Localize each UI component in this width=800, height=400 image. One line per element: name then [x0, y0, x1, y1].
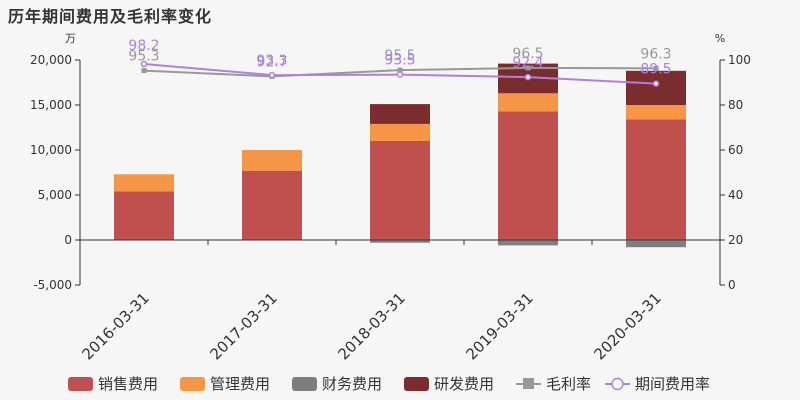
right-unit-label: %: [715, 32, 725, 45]
y-right-tick-label: 100: [728, 53, 751, 67]
y-right-tick-label: 0: [728, 278, 736, 292]
data-label-毛利率: 95.5: [384, 48, 415, 64]
y-left-tick-label: 20,000: [30, 53, 72, 67]
y-left-tick-label: 15,000: [30, 98, 72, 112]
data-label-期间费用率: 93.3: [256, 53, 287, 69]
y-right-tick-label: 40: [728, 188, 743, 202]
data-label-毛利率: 96.5: [512, 46, 543, 62]
point-期间费用率: [268, 71, 276, 79]
data-label-期间费用率: 98.2: [128, 38, 159, 54]
bar-管理费用: [626, 105, 686, 120]
point-毛利率: [653, 65, 659, 71]
bar-管理费用: [242, 150, 302, 171]
bar-销售费用: [498, 111, 558, 240]
point-期间费用率: [652, 80, 660, 87]
bar-销售费用: [370, 141, 430, 240]
bar-管理费用: [114, 174, 174, 192]
y-left-tick-label: 0: [64, 233, 72, 247]
x-tick-label: 2019-03-31: [462, 289, 536, 363]
legend-label: 管理费用: [210, 375, 270, 393]
bar-研发费用: [626, 70, 686, 105]
data-label-毛利率: 92.7: [256, 54, 287, 70]
legend-label: 销售费用: [98, 375, 158, 393]
data-label-毛利率: 96.3: [640, 46, 671, 62]
bar-财务费用: [370, 240, 430, 243]
x-tick-label: 2020-03-31: [590, 289, 664, 363]
bar-销售费用: [626, 119, 686, 240]
y-right-tick-label: 60: [728, 143, 743, 157]
point-毛利率: [397, 67, 403, 73]
legend-label: 财务费用: [322, 375, 382, 393]
point-期间费用率: [140, 60, 148, 68]
legend-swatch-销售费用: [68, 377, 93, 391]
x-tick-label: 2017-03-31: [206, 289, 280, 363]
legend-swatch-管理费用: [180, 377, 205, 391]
chart-title: 历年期间费用及毛利率变化: [8, 7, 213, 26]
point-毛利率: [141, 68, 147, 74]
point-期间费用率: [524, 73, 532, 81]
y-left-tick-label: 10,000: [30, 143, 72, 157]
data-label-期间费用率: 93.5: [384, 53, 415, 69]
data-label-期间费用率: 92.4: [512, 55, 543, 71]
bar-管理费用: [370, 123, 430, 141]
legend-swatch-研发费用: [404, 377, 429, 391]
x-tick-label: 2018-03-31: [334, 289, 408, 363]
bar-财务费用: [498, 240, 558, 246]
bar-研发费用: [370, 104, 430, 124]
legend-marker-毛利率: [523, 378, 534, 389]
y-left-tick-label: -5,000: [33, 278, 72, 292]
bar-财务费用: [626, 240, 686, 248]
data-label-毛利率: 95.3: [128, 49, 159, 65]
legend-label: 研发费用: [434, 375, 494, 393]
y-left-tick-label: 5,000: [38, 188, 72, 202]
legend-label: 期间费用率: [635, 375, 710, 393]
bar-管理费用: [498, 93, 558, 112]
x-tick-label: 2016-03-31: [78, 289, 152, 363]
data-label-期间费用率: 89.5: [640, 62, 671, 78]
legend-label: 毛利率: [546, 375, 591, 393]
left-unit-label: 万: [65, 32, 76, 45]
legend-marker-期间费用率: [611, 377, 624, 391]
legend-swatch-财务费用: [292, 377, 317, 391]
point-期间费用率: [396, 71, 404, 78]
y-right-tick-label: 80: [728, 98, 743, 112]
point-毛利率: [525, 65, 531, 71]
bar-销售费用: [114, 191, 174, 240]
bar-销售费用: [242, 170, 302, 240]
y-right-tick-label: 20: [728, 233, 743, 247]
